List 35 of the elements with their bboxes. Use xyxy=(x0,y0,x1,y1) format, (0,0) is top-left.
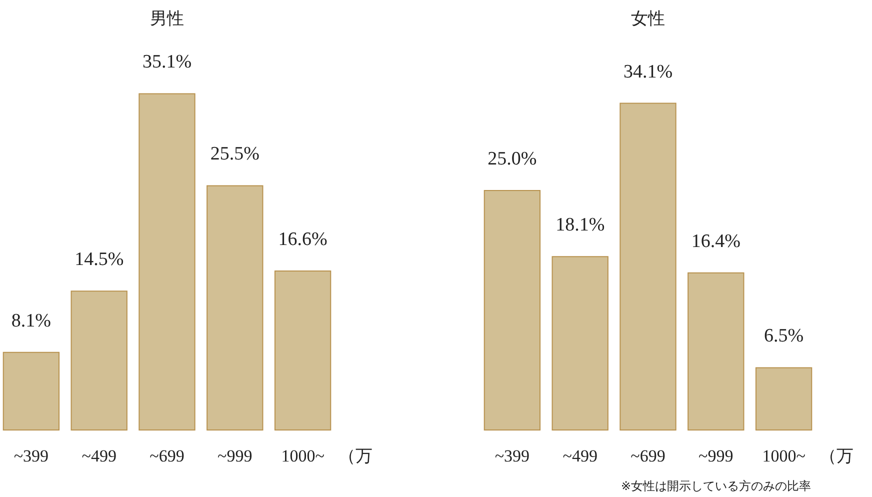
data-label: 6.5% xyxy=(764,326,804,347)
x-tick-label: ~699 xyxy=(630,446,666,466)
data-label: 35.1% xyxy=(142,52,192,73)
data-label: 14.5% xyxy=(74,249,124,270)
bar xyxy=(2,352,60,430)
data-label: 18.1% xyxy=(556,214,605,236)
x-tick-label: 1000~ xyxy=(281,446,324,466)
bar xyxy=(688,272,744,430)
chart-title: 男性 xyxy=(150,9,184,28)
x-tick-label: 1000~ xyxy=(762,446,806,466)
bar xyxy=(70,290,128,430)
x-tick-label: ~499 xyxy=(562,446,598,466)
x-axis-title: （万 xyxy=(338,446,372,466)
x-tick-label: ~999 xyxy=(698,446,734,466)
text: ※女性は開示している方のみの比率 xyxy=(621,478,812,495)
bar xyxy=(274,270,332,430)
data-label: 25.5% xyxy=(210,144,260,165)
bar xyxy=(484,190,541,430)
bar xyxy=(755,367,812,430)
x-tick-label: ~699 xyxy=(150,446,184,466)
bar xyxy=(206,185,264,430)
bar xyxy=(138,93,196,430)
x-tick-label: ~399 xyxy=(494,446,530,466)
data-label: 8.1% xyxy=(11,310,52,332)
chart-title: 女性 xyxy=(631,9,665,28)
x-tick-label: ~999 xyxy=(218,446,252,466)
x-tick-label: ~499 xyxy=(82,446,116,466)
x-tick-label: ~399 xyxy=(14,446,49,466)
x-axis-title: （万 xyxy=(820,446,854,466)
data-label: 25.0% xyxy=(488,148,537,170)
data-label: 16.4% xyxy=(691,230,741,252)
bar xyxy=(552,256,608,430)
data-label: 34.1% xyxy=(623,61,673,82)
data-label: 16.6% xyxy=(278,228,328,250)
bar xyxy=(620,102,676,430)
